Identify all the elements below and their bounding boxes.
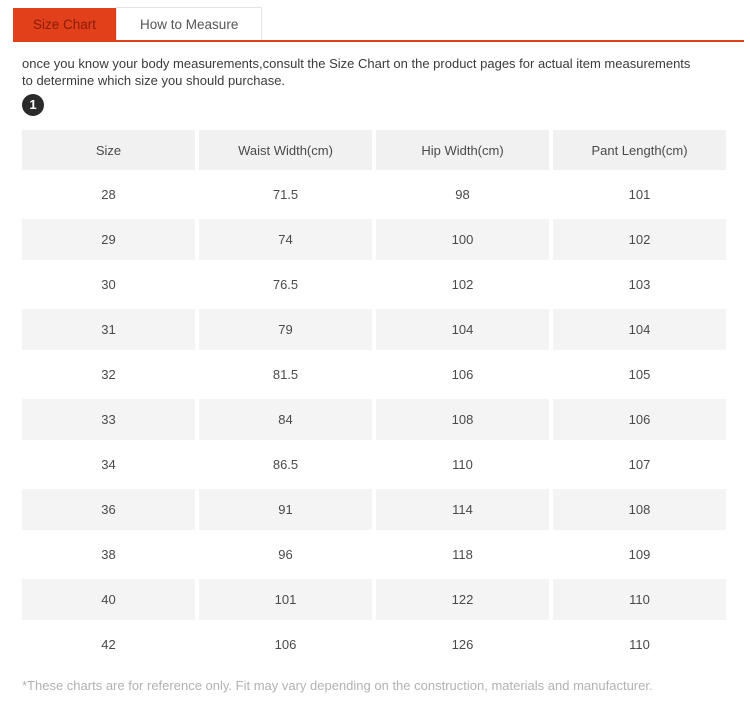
- table-cell: 71.5: [199, 174, 372, 215]
- table-header-cell: Waist Width(cm): [199, 130, 372, 170]
- table-header-row: Size Waist Width(cm) Hip Width(cm) Pant Len…: [22, 130, 726, 170]
- tab-size-chart[interactable]: Size Chart: [13, 8, 117, 40]
- table-cell: 31: [22, 309, 195, 350]
- table-cell: 110: [553, 624, 726, 665]
- table-cell: 103: [553, 264, 726, 305]
- table-cell: 105: [553, 354, 726, 395]
- table-cell: 107: [553, 444, 726, 485]
- table-cell: 106: [553, 399, 726, 440]
- table-cell: 102: [376, 264, 549, 305]
- table-cell: 108: [553, 489, 726, 530]
- table-cell: 91: [199, 489, 372, 530]
- table-row: 40 101 122 110: [22, 579, 726, 620]
- table-cell: 98: [376, 174, 549, 215]
- table-cell: 42: [22, 624, 195, 665]
- table-cell: 100: [376, 219, 549, 260]
- table-cell: 101: [199, 579, 372, 620]
- size-table: Size Waist Width(cm) Hip Width(cm) Pant Len…: [18, 126, 730, 669]
- table-row: 33 84 108 106: [22, 399, 726, 440]
- table-row: 32 81.5 106 105: [22, 354, 726, 395]
- table-header-cell: Pant Length(cm): [553, 130, 726, 170]
- table-cell: 110: [553, 579, 726, 620]
- table-cell: 106: [376, 354, 549, 395]
- table-row: 36 91 114 108: [22, 489, 726, 530]
- table-row: 34 86.5 110 107: [22, 444, 726, 485]
- intro-text: once you know your body measurements,con…: [22, 56, 691, 88]
- table-cell: 114: [376, 489, 549, 530]
- table-cell: 84: [199, 399, 372, 440]
- tab-how-to-measure[interactable]: How to Measure: [116, 7, 263, 40]
- table-row: 28 71.5 98 101: [22, 174, 726, 215]
- table-cell: 118: [376, 534, 549, 575]
- table-row: 31 79 104 104: [22, 309, 726, 350]
- tab-bar: Size Chart How to Measure: [13, 7, 744, 42]
- table-row: 38 96 118 109: [22, 534, 726, 575]
- table-header-cell: Hip Width(cm): [376, 130, 549, 170]
- table-cell: 110: [376, 444, 549, 485]
- table-cell: 36: [22, 489, 195, 530]
- table-cell: 30: [22, 264, 195, 305]
- table-cell: 104: [553, 309, 726, 350]
- table-cell: 29: [22, 219, 195, 260]
- table-cell: 96: [199, 534, 372, 575]
- table-cell: 108: [376, 399, 549, 440]
- tab-content: once you know your body measurements,con…: [0, 55, 750, 694]
- step-badge: 1: [22, 94, 44, 116]
- table-row: 42 106 126 110: [22, 624, 726, 665]
- table-cell: 109: [553, 534, 726, 575]
- table-row: 29 74 100 102: [22, 219, 726, 260]
- table-cell: 122: [376, 579, 549, 620]
- table-cell: 34: [22, 444, 195, 485]
- table-cell: 79: [199, 309, 372, 350]
- table-cell: 126: [376, 624, 549, 665]
- table-cell: 104: [376, 309, 549, 350]
- disclaimer-text: *These charts are for reference only. Fi…: [22, 678, 653, 693]
- table-cell: 101: [553, 174, 726, 215]
- table-cell: 81.5: [199, 354, 372, 395]
- table-header-cell: Size: [22, 130, 195, 170]
- table-row: 30 76.5 102 103: [22, 264, 726, 305]
- table-cell: 106: [199, 624, 372, 665]
- table-cell: 33: [22, 399, 195, 440]
- table-cell: 40: [22, 579, 195, 620]
- table-cell: 28: [22, 174, 195, 215]
- table-cell: 32: [22, 354, 195, 395]
- table-cell: 38: [22, 534, 195, 575]
- table-cell: 74: [199, 219, 372, 260]
- table-cell: 102: [553, 219, 726, 260]
- table-cell: 86.5: [199, 444, 372, 485]
- table-cell: 76.5: [199, 264, 372, 305]
- table-body: 28 71.5 98 101 29 74 100 102 30 76.5 102 103 31 79 104…: [22, 174, 726, 665]
